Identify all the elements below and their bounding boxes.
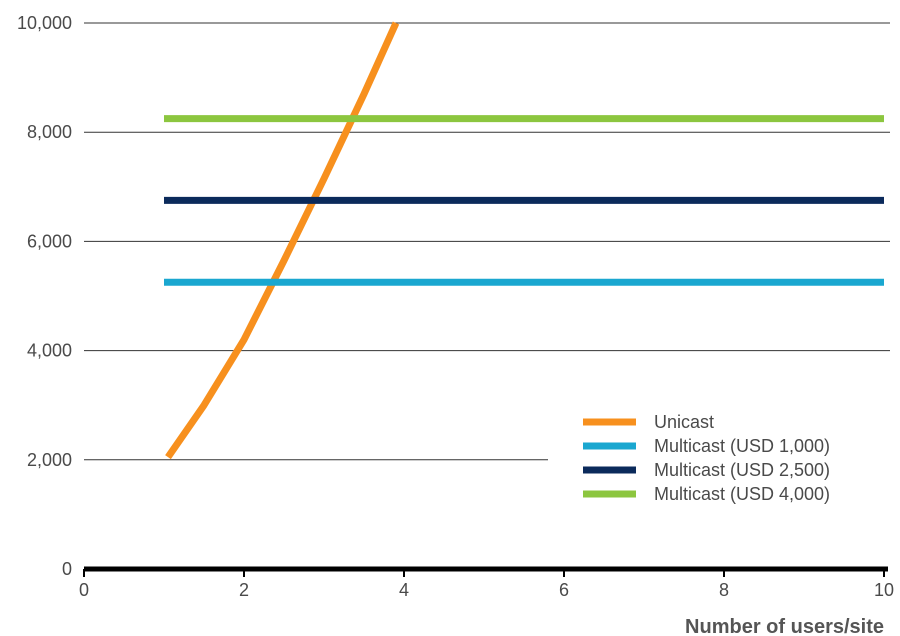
y-tick-label: 2,000	[27, 450, 72, 470]
x-tick-label: 4	[399, 580, 409, 600]
legend-label: Unicast	[654, 412, 714, 432]
legend-label: Multicast (USD 4,000)	[654, 484, 830, 504]
x-tick-label: 10	[874, 580, 894, 600]
x-tick-label: 2	[239, 580, 249, 600]
y-tick-label: 4,000	[27, 341, 72, 361]
x-tick-label: 6	[559, 580, 569, 600]
legend-label: Multicast (USD 1,000)	[654, 436, 830, 456]
y-tick-label: 0	[62, 559, 72, 579]
x-tick-label: 0	[79, 580, 89, 600]
series-line-1	[165, 21, 400, 460]
gridlines	[84, 22, 890, 461]
x-tick-label: 8	[719, 580, 729, 600]
y-tick-label: 6,000	[27, 231, 72, 251]
legend-label: Multicast (USD 2,500)	[654, 460, 830, 480]
series-lines	[164, 21, 884, 460]
y-tick-label: 8,000	[27, 122, 72, 142]
x-axis-label: Number of users/site	[685, 616, 884, 636]
y-tick-label: 10,000	[17, 13, 72, 33]
legend: Unicast Multicast (USD 1,000) Multicast (U…	[583, 412, 830, 504]
y-axis-ticks: 0 2,000 4,000 6,000 8,000 10,000	[17, 13, 72, 579]
x-axis-ticks: 0 2 4 6 8 10	[79, 569, 894, 600]
